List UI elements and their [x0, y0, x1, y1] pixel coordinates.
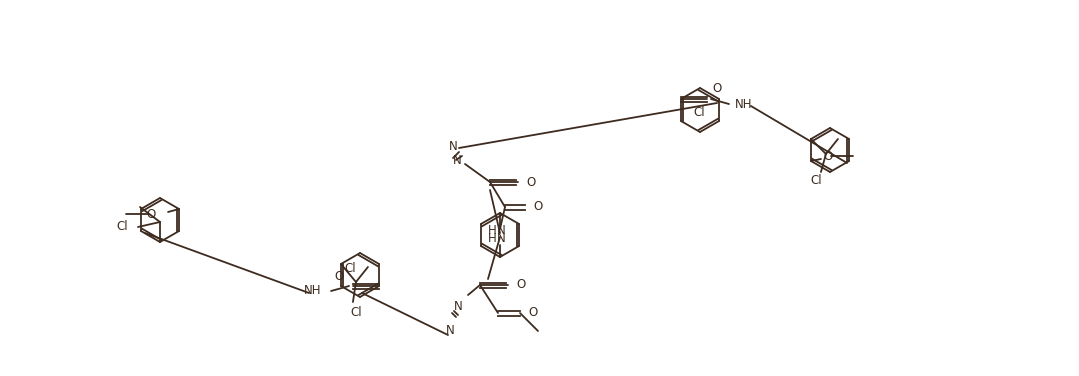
Text: Cl: Cl: [810, 173, 822, 186]
Text: N: N: [449, 139, 457, 153]
Text: Cl: Cl: [350, 305, 361, 318]
Text: N: N: [496, 224, 505, 238]
Text: N: N: [453, 300, 463, 314]
Text: NH: NH: [303, 285, 322, 297]
Text: Cl: Cl: [693, 106, 705, 120]
Text: O: O: [533, 200, 543, 214]
Text: O: O: [334, 270, 344, 282]
Text: O: O: [528, 306, 537, 320]
Text: NH: NH: [735, 97, 752, 111]
Text: O: O: [823, 150, 832, 162]
Text: O: O: [147, 208, 156, 220]
Text: O: O: [525, 176, 535, 188]
Text: N: N: [452, 155, 462, 167]
Text: N: N: [446, 323, 454, 337]
Text: N: N: [496, 232, 505, 246]
Text: O: O: [516, 279, 525, 291]
Text: H: H: [488, 232, 496, 246]
Text: H: H: [488, 224, 496, 238]
Text: Cl: Cl: [117, 220, 128, 233]
Text: O: O: [712, 82, 722, 96]
Text: Cl: Cl: [344, 261, 356, 274]
